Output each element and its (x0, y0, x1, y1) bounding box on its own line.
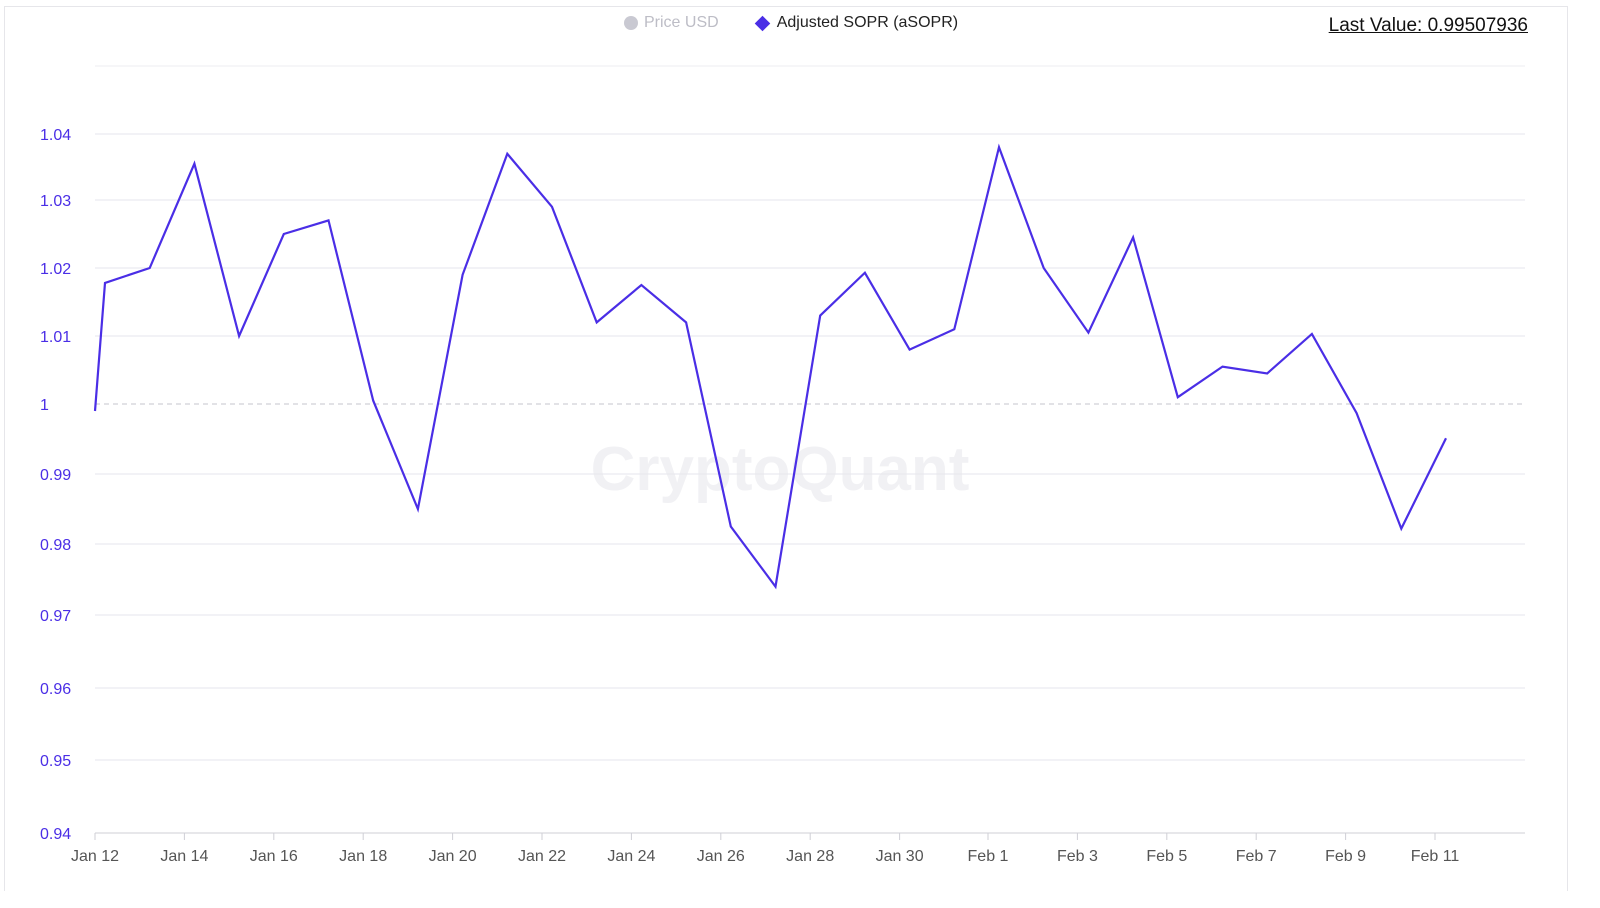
y-tick-label: 0.96 (40, 681, 71, 698)
y-tick-label: 0.94 (40, 826, 71, 843)
y-tick-label: 0.97 (40, 608, 71, 625)
x-tick-label: Feb 1 (968, 848, 1009, 865)
x-tick-label: Feb 11 (1411, 848, 1460, 865)
x-tick-label: Jan 12 (71, 848, 119, 865)
y-tick-label: 1.01 (40, 329, 71, 346)
legend-sopr-label: Adjusted SOPR (aSOPR) (776, 14, 959, 31)
x-tick-label: Jan 18 (339, 848, 387, 865)
x-tick-label: Jan 16 (250, 848, 298, 865)
x-tick-label: Jan 30 (876, 848, 924, 865)
watermark: CryptoQuant (591, 435, 970, 504)
y-tick-label: 1 (40, 397, 49, 414)
asopr-line (93, 143, 1447, 590)
x-tick-label: Jan 14 (160, 848, 208, 865)
x-tick-label: Jan 22 (518, 848, 566, 865)
legend-price-usd[interactable]: Price USD (624, 14, 719, 32)
x-tick-label: Jan 26 (697, 848, 745, 865)
last-value: Last Value: 0.99507936 (1328, 15, 1528, 36)
legend-asopr[interactable]: Adjusted SOPR (aSOPR) (754, 14, 959, 32)
y-tick-label: 0.95 (40, 753, 71, 770)
x-tick-label: Jan 28 (786, 848, 834, 865)
x-tick-label: Feb 9 (1325, 848, 1366, 865)
y-tick-label: 1.04 (40, 127, 71, 144)
y-tick-label: 0.99 (40, 467, 71, 484)
legend: Price USD Adjusted SOPR (aSOPR) (624, 14, 958, 32)
chart-frame (4, 6, 1568, 891)
x-tick-label: Feb 7 (1236, 848, 1277, 865)
x-tick-label: Feb 5 (1146, 848, 1187, 865)
x-tick-label: Jan 20 (429, 848, 477, 865)
x-tick-label: Jan 24 (607, 848, 655, 865)
circle-icon (624, 16, 638, 30)
y-tick-label: 0.98 (40, 537, 71, 554)
y-tick-label: 1.02 (40, 261, 71, 278)
legend-price-label: Price USD (644, 14, 719, 31)
y-tick-label: 1.03 (40, 193, 71, 210)
x-tick-label: Feb 3 (1057, 848, 1098, 865)
